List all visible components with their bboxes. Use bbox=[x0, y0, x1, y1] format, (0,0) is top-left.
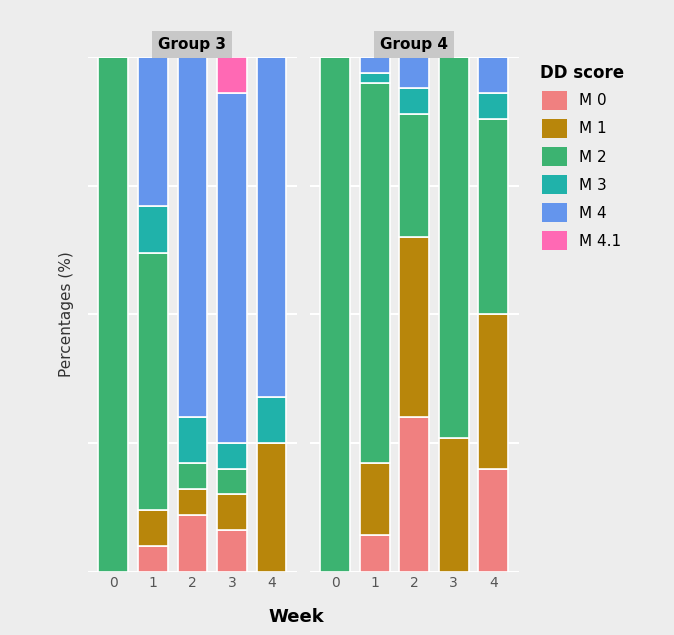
Legend: M 0, M 1, M 2, M 3, M 4, M 4.1: M 0, M 1, M 2, M 3, M 4, M 4.1 bbox=[535, 60, 628, 255]
Bar bbox=[360, 464, 390, 535]
Bar bbox=[217, 443, 247, 469]
Bar bbox=[479, 314, 508, 469]
Bar bbox=[217, 469, 247, 494]
Bar bbox=[360, 83, 390, 464]
Text: Week: Week bbox=[269, 608, 324, 626]
Bar bbox=[257, 57, 286, 397]
Bar bbox=[360, 72, 390, 83]
Bar bbox=[177, 515, 207, 572]
Bar bbox=[257, 397, 286, 443]
Bar bbox=[217, 530, 247, 572]
Bar bbox=[360, 57, 390, 72]
Bar bbox=[177, 464, 207, 489]
Bar bbox=[138, 546, 168, 572]
Bar bbox=[177, 489, 207, 515]
Title: Group 3: Group 3 bbox=[158, 37, 226, 52]
Bar bbox=[98, 57, 128, 572]
Bar bbox=[439, 438, 468, 572]
Bar bbox=[177, 57, 207, 417]
Bar bbox=[400, 57, 429, 88]
Bar bbox=[400, 417, 429, 572]
Title: Group 4: Group 4 bbox=[380, 37, 448, 52]
Bar bbox=[320, 57, 350, 572]
Y-axis label: Percentages (%): Percentages (%) bbox=[59, 251, 74, 377]
Bar bbox=[479, 469, 508, 572]
Bar bbox=[400, 237, 429, 417]
Bar bbox=[400, 88, 429, 114]
Bar bbox=[479, 93, 508, 119]
Bar bbox=[138, 510, 168, 546]
Bar bbox=[217, 494, 247, 530]
Bar bbox=[138, 57, 168, 206]
Bar bbox=[138, 253, 168, 510]
Bar bbox=[360, 535, 390, 572]
Bar bbox=[177, 417, 207, 464]
Bar bbox=[479, 57, 508, 93]
Bar bbox=[479, 119, 508, 314]
Bar bbox=[217, 57, 247, 93]
Bar bbox=[257, 443, 286, 572]
Bar bbox=[138, 206, 168, 253]
Bar bbox=[400, 114, 429, 237]
Bar bbox=[217, 93, 247, 443]
Bar bbox=[439, 57, 468, 438]
